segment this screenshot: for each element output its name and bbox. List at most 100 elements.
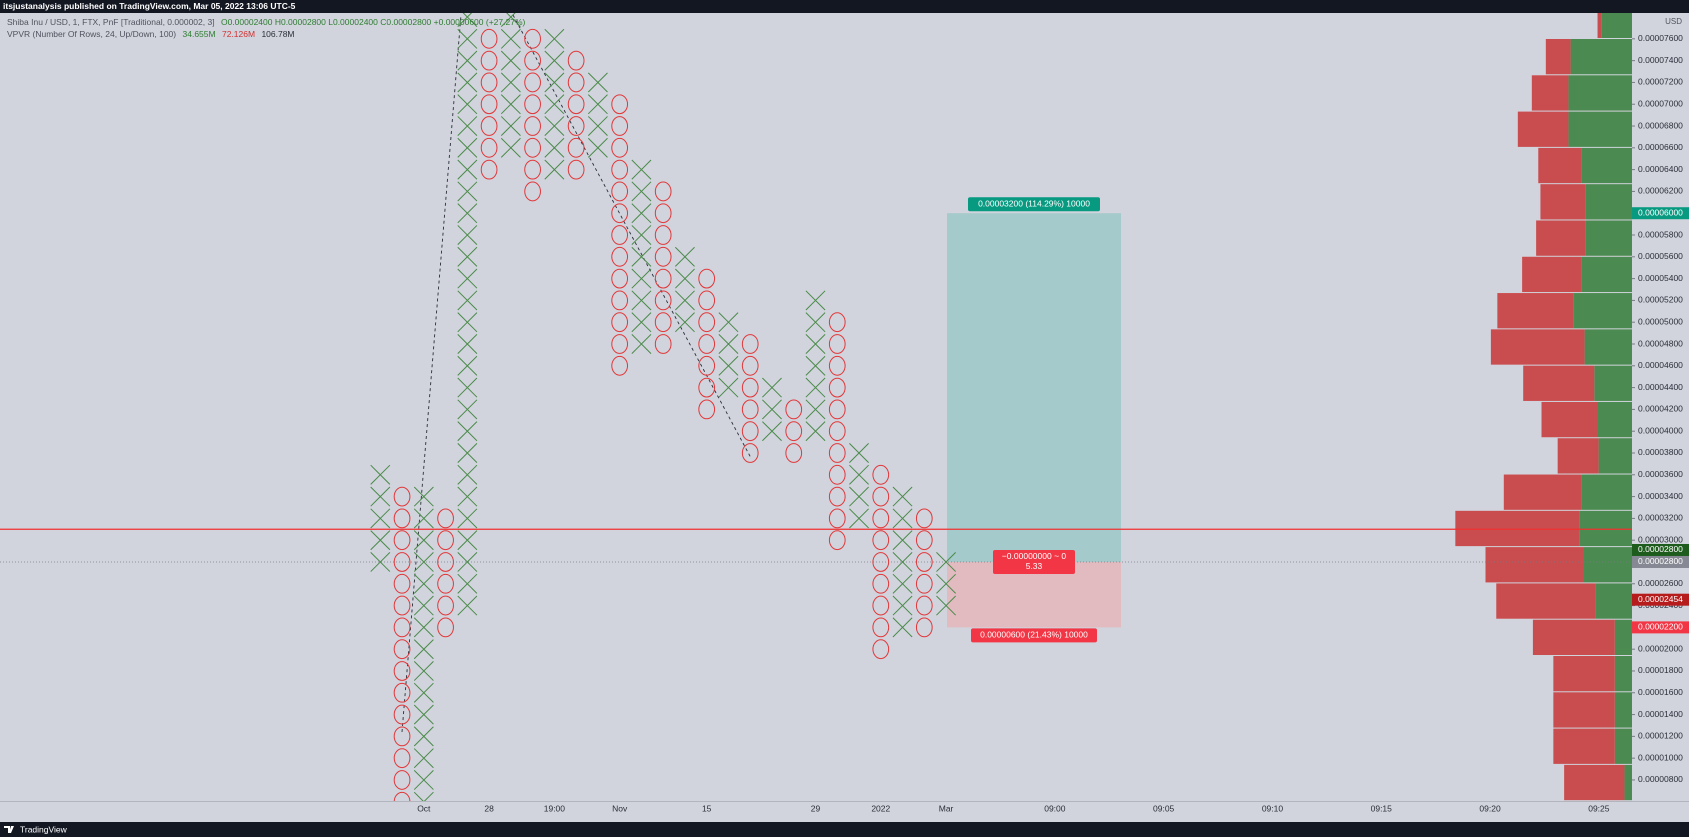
y-tick-label: 0.00001200 (1638, 731, 1683, 741)
volume-up-bar (1568, 111, 1632, 147)
x-box (457, 94, 478, 115)
x-column (587, 72, 608, 158)
volume-up-bar (1595, 583, 1632, 619)
position-entry-label-bg (993, 549, 1075, 574)
o-box (828, 421, 846, 442)
y-tick-label: 0.00006800 (1638, 120, 1683, 130)
o-box (872, 595, 890, 616)
o-box (741, 421, 759, 442)
x-box (631, 203, 652, 224)
o-box (393, 661, 411, 681)
o-box (698, 334, 716, 354)
x-box (892, 530, 913, 551)
o-box (915, 595, 933, 616)
x-box (718, 377, 739, 398)
y-tick-label: 0.00003600 (1638, 469, 1683, 479)
x-box (413, 770, 434, 790)
x-box (544, 72, 565, 93)
x-box (805, 355, 826, 376)
volume-up-bar (1601, 13, 1632, 39)
o-box (654, 181, 672, 202)
o-column (480, 28, 498, 180)
volume-down-bar (1538, 147, 1582, 184)
x-box (631, 225, 652, 245)
volume-up-bar (1598, 438, 1632, 474)
y-tick-label: 0.00001600 (1638, 687, 1683, 697)
price-tag (1632, 543, 1689, 556)
o-box (611, 334, 629, 354)
o-box (611, 225, 629, 245)
o-box (741, 355, 759, 376)
x-box (718, 334, 739, 354)
y-tick-label: 0.00001800 (1638, 665, 1683, 675)
x-box (892, 486, 913, 507)
o-box (698, 355, 716, 376)
y-tick-label: 0.00003400 (1638, 491, 1683, 501)
o-column (785, 399, 803, 463)
x-box (500, 72, 521, 93)
y-tick-label: 0.00002000 (1638, 643, 1683, 653)
o-box (872, 530, 890, 551)
x-box (413, 573, 434, 594)
o-box (524, 50, 541, 71)
x-box (457, 268, 478, 289)
x-box (457, 530, 478, 551)
x-tick-label: Oct (417, 803, 431, 813)
y-tick-label: 0.00005600 (1638, 251, 1683, 261)
x-box (631, 268, 652, 289)
x-box (892, 508, 913, 529)
x-box (413, 639, 434, 660)
x-tick-label: 2022 (871, 803, 890, 813)
x-tick-label: 09:00 (1044, 803, 1066, 813)
x-box (457, 225, 478, 245)
o-box (437, 573, 454, 594)
o-box (393, 748, 411, 769)
x-box (457, 181, 478, 202)
o-box (654, 246, 672, 267)
o-box (437, 595, 454, 616)
price-tag-label: 0.00002454 (1638, 594, 1683, 604)
x-column (892, 486, 913, 638)
o-box (611, 159, 629, 180)
x-box (370, 530, 391, 551)
x-box (631, 159, 652, 180)
o-box (654, 290, 672, 311)
o-box (393, 770, 411, 790)
o-box (698, 377, 716, 398)
volume-up-bar (1614, 692, 1632, 728)
volume-down-bar (1497, 293, 1574, 329)
o-box (872, 639, 890, 660)
o-box (393, 617, 411, 638)
x-box (500, 13, 521, 27)
x-box (457, 246, 478, 267)
o-column (828, 312, 846, 551)
o-box (524, 116, 541, 136)
x-box (413, 486, 434, 507)
volume-down-bar (1496, 583, 1596, 619)
o-column (654, 181, 672, 354)
y-tick-label: 0.00002600 (1638, 578, 1683, 588)
volume-up-bar (1583, 547, 1632, 583)
volume-down-bar (1541, 401, 1598, 438)
x-box (762, 377, 782, 398)
x-tick-label: 09:20 (1479, 803, 1501, 813)
o-box (785, 443, 803, 463)
volume-down-bar (1490, 329, 1585, 365)
x-box (587, 116, 608, 136)
x-box (849, 508, 869, 529)
x-box (849, 443, 869, 463)
x-column (631, 159, 652, 354)
legend-indicator: VPVR (Number Of Rows, 24, Up/Down, 100) (7, 29, 176, 39)
o-box (524, 181, 541, 202)
o-box (828, 334, 846, 354)
volume-down-bar (1536, 220, 1586, 256)
o-box (698, 290, 716, 311)
x-box (544, 159, 565, 180)
o-box (611, 355, 629, 376)
o-box (741, 399, 759, 420)
volume-up-bar (1579, 510, 1632, 547)
header-bar (0, 0, 1689, 13)
price-axis (1632, 13, 1689, 801)
x-column (849, 443, 869, 529)
